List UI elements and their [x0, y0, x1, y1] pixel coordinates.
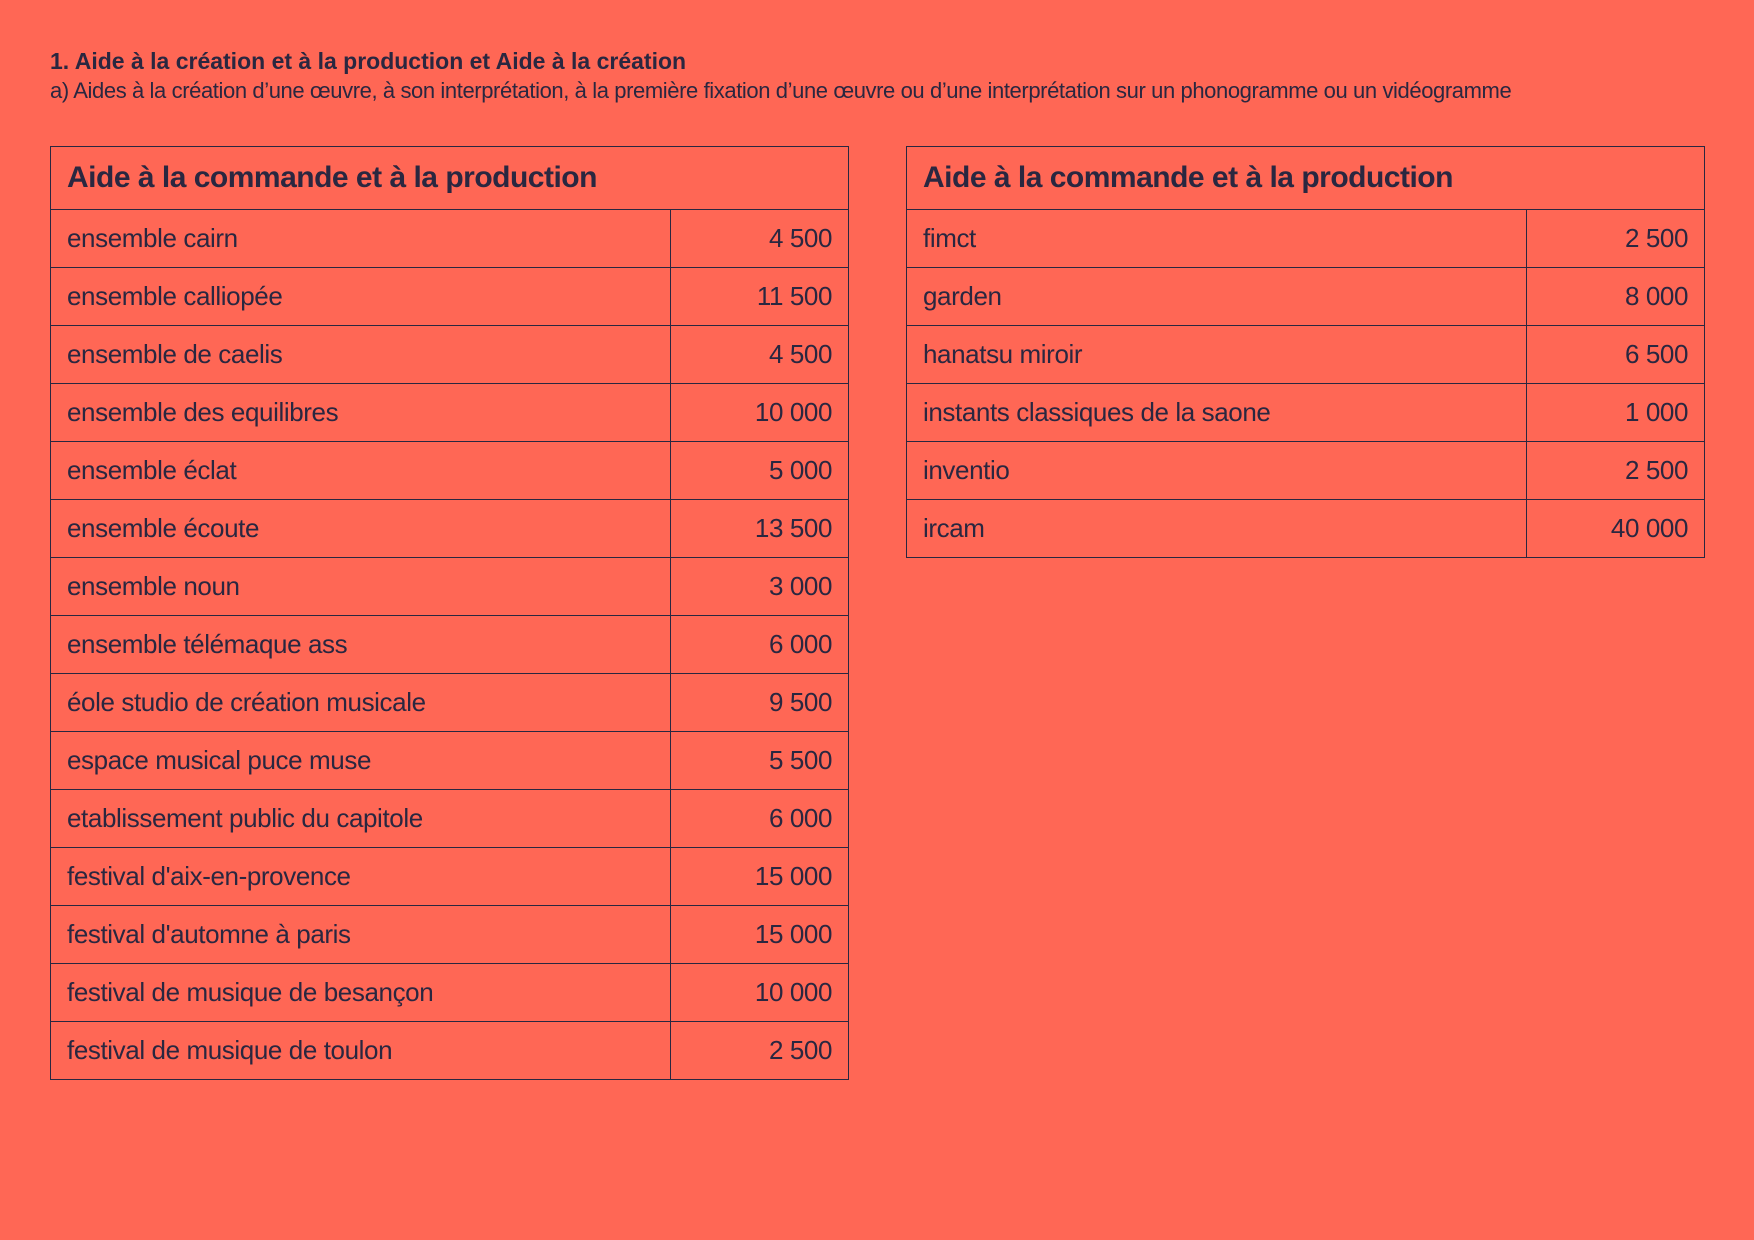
- table-row: ensemble télémaque ass 6 000: [50, 615, 850, 674]
- table-row: ensemble cairn 4 500: [50, 209, 850, 268]
- recipient-name: festival d'aix-en-provence: [50, 847, 671, 906]
- grant-amount: 2 500: [669, 1021, 850, 1080]
- recipient-name: éole studio de création musicale: [50, 673, 671, 732]
- recipient-name: instants classiques de la saone: [906, 383, 1527, 442]
- grant-amount: 9 500: [669, 673, 850, 732]
- recipient-name: inventio: [906, 441, 1527, 500]
- section-title: 1. Aide à la création et à la production…: [50, 48, 687, 74]
- table-row: ensemble écoute 13 500: [50, 499, 850, 558]
- grant-amount: 6 000: [669, 789, 850, 848]
- grant-amount: 40 000: [1525, 499, 1706, 558]
- recipient-name: fimct: [906, 209, 1527, 268]
- funding-table-left: Aide à la commande et à la production en…: [49, 146, 850, 1080]
- table-header: Aide à la commande et à la production: [49, 146, 850, 210]
- section-heading: 1. Aide à la création et à la production…: [50, 46, 1710, 106]
- table-row: ensemble éclat 5 000: [50, 441, 850, 500]
- table-body: fimct 2 500 garden 8 000 hanatsu miroir 6 500…: [906, 209, 1706, 558]
- table-row: etablissement public du capitole 6 000: [50, 789, 850, 848]
- recipient-name: ensemble calliopée: [50, 267, 671, 326]
- grant-amount: 1 000: [1525, 383, 1706, 442]
- table-header-row: Aide à la commande et à la production: [905, 146, 1706, 210]
- recipient-name: festival d'automne à paris: [50, 905, 671, 964]
- recipient-name: ensemble télémaque ass: [50, 615, 671, 674]
- recipient-name: ircam: [906, 499, 1527, 558]
- grant-amount: 15 000: [669, 847, 850, 906]
- grant-amount: 3 000: [669, 557, 850, 616]
- recipient-name: hanatsu miroir: [906, 325, 1527, 384]
- grant-amount: 10 000: [669, 963, 850, 1022]
- recipient-name: espace musical puce muse: [50, 731, 671, 790]
- table-row: festival de musique de toulon 2 500: [50, 1021, 850, 1080]
- table-row: ensemble des equilibres 10 000: [50, 383, 850, 442]
- recipient-name: ensemble cairn: [50, 209, 671, 268]
- recipient-name: festival de musique de besançon: [50, 963, 671, 1022]
- table-row: festival d'automne à paris 15 000: [50, 905, 850, 964]
- recipient-name: ensemble de caelis: [50, 325, 671, 384]
- recipient-name: garden: [906, 267, 1527, 326]
- recipient-name: ensemble éclat: [50, 441, 671, 500]
- grant-amount: 13 500: [669, 499, 850, 558]
- table-row: éole studio de création musicale 9 500: [50, 673, 850, 732]
- table-header: Aide à la commande et à la production: [905, 146, 1706, 210]
- table-row: ensemble de caelis 4 500: [50, 325, 850, 384]
- grant-amount: 2 500: [1525, 209, 1706, 268]
- table-row: inventio 2 500: [906, 441, 1706, 500]
- table-row: garden 8 000: [906, 267, 1706, 326]
- recipient-name: etablissement public du capitole: [50, 789, 671, 848]
- grant-amount: 5 000: [669, 441, 850, 500]
- table-row: ensemble noun 3 000: [50, 557, 850, 616]
- table-row: hanatsu miroir 6 500: [906, 325, 1706, 384]
- grant-amount: 5 500: [669, 731, 850, 790]
- grant-amount: 6 500: [1525, 325, 1706, 384]
- recipient-name: ensemble des equilibres: [50, 383, 671, 442]
- grant-amount: 4 500: [669, 325, 850, 384]
- table-row: ensemble calliopée 11 500: [50, 267, 850, 326]
- table-row: instants classiques de la saone 1 000: [906, 383, 1706, 442]
- recipient-name: ensemble noun: [50, 557, 671, 616]
- grant-amount: 15 000: [669, 905, 850, 964]
- section-subtitle: a) Aides à la création d’une œuvre, à so…: [50, 78, 1512, 103]
- grant-amount: 4 500: [669, 209, 850, 268]
- table-row: ircam 40 000: [906, 499, 1706, 558]
- table-row: festival de musique de besançon 10 000: [50, 963, 850, 1022]
- recipient-name: festival de musique de toulon: [50, 1021, 671, 1080]
- table-row: festival d'aix-en-provence 15 000: [50, 847, 850, 906]
- grant-amount: 8 000: [1525, 267, 1706, 326]
- grant-amount: 6 000: [669, 615, 850, 674]
- table-row: espace musical puce muse 5 500: [50, 731, 850, 790]
- grant-amount: 2 500: [1525, 441, 1706, 500]
- table-header-row: Aide à la commande et à la production: [49, 146, 850, 210]
- table-row: fimct 2 500: [906, 209, 1706, 268]
- grant-amount: 11 500: [669, 267, 850, 326]
- recipient-name: ensemble écoute: [50, 499, 671, 558]
- table-body: ensemble cairn 4 500 ensemble calliopée 11 …: [50, 209, 850, 1080]
- grant-amount: 10 000: [669, 383, 850, 442]
- funding-table-right: Aide à la commande et à la production fi…: [905, 146, 1706, 558]
